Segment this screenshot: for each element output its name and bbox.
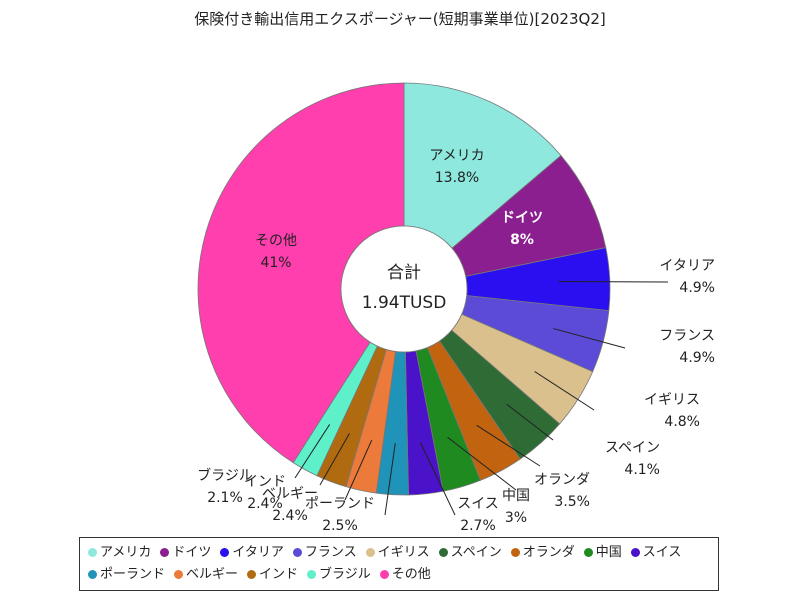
legend-swatch [88, 570, 97, 579]
slice-name-label: イギリス [644, 392, 700, 408]
legend-swatch [365, 548, 375, 557]
legend-swatch [174, 570, 184, 579]
leader-line [506, 403, 554, 441]
legend-label: スイス [642, 545, 682, 560]
legend-item: ドイツ [160, 542, 211, 564]
leader-line [553, 328, 626, 349]
legend-swatch [630, 548, 640, 557]
legend-swatch [220, 548, 230, 557]
legend-item: オランダ [510, 542, 575, 564]
legend-item: スペイン [438, 542, 502, 564]
legend-label: インド [259, 567, 299, 582]
leader-line [420, 442, 456, 516]
slice-name-label: ポーランド [305, 496, 375, 512]
leader-line [476, 424, 541, 467]
legend-swatch [510, 548, 520, 557]
legend-swatch [292, 548, 302, 557]
legend-label: イタリア [232, 545, 284, 560]
legend-swatch [307, 570, 317, 579]
legend-item: スイス [630, 542, 682, 564]
slice-value-label: 41% [260, 255, 291, 271]
legend-item: インド [247, 564, 298, 586]
leader-line [447, 436, 517, 491]
slice-value-label: 2.7% [460, 518, 496, 534]
leader-line [294, 424, 331, 479]
slice-value-label: 8% [510, 232, 534, 248]
legend-item: ポーランド [88, 564, 165, 586]
slice-name-label: スペイン [605, 440, 660, 456]
slice-value-label: 4.8% [664, 414, 700, 430]
leader-line [344, 439, 373, 501]
legend-item: イタリア [220, 542, 284, 564]
slice-value-label: 13.8% [435, 170, 479, 186]
legend-item: アメリカ [88, 542, 151, 564]
slice-value-label: 4.9% [679, 350, 715, 366]
legend-label: その他 [391, 567, 431, 582]
center-value: 1.94TUSD [362, 293, 447, 313]
leader-line [558, 280, 669, 283]
leader-line [384, 443, 396, 516]
legend-label: フランス [304, 545, 357, 560]
legend-label: アメリカ [100, 545, 152, 560]
slice-name-label: スイス [457, 496, 499, 512]
legend-label: ベルギー [186, 567, 239, 582]
slice-name-label: ブラジル [197, 467, 253, 484]
legend-swatch [88, 548, 97, 557]
donut-hole [340, 225, 468, 353]
center-label: 合計 [387, 263, 421, 283]
slice-name-label: インド [244, 474, 286, 490]
legend-label: ポーランド [100, 567, 166, 582]
slice-value-label: 3.5% [554, 494, 590, 510]
slice-name-label: 中国 [502, 488, 530, 504]
legend-item: ブラジル [307, 564, 371, 586]
leader-line [319, 433, 350, 486]
legend-swatch [247, 570, 257, 579]
legend-item: 中国 [583, 542, 622, 564]
slice-value-label: 4.1% [624, 462, 660, 478]
legend-label: ドイツ [172, 545, 212, 560]
legend-label: ブラジル [319, 567, 371, 582]
slice-name-label: アメリカ [429, 148, 484, 164]
slice-value-label: 3% [505, 510, 527, 526]
legend-label: イギリス [377, 545, 430, 560]
slice-value-label: 2.1% [207, 490, 243, 506]
legend-item: フランス [292, 542, 357, 564]
slice-value-label: 4.9% [679, 280, 715, 296]
legend: アメリカ ドイツ イタリア フランス イギリス スペイン オランダ 中国 スイスポーランド ベルギ… [79, 537, 719, 591]
slice-name-label: オランダ [534, 472, 590, 488]
legend-label: 中国 [595, 545, 622, 560]
slice-value-label: 2.5% [322, 518, 358, 534]
leader-line [534, 371, 595, 411]
legend-item: ベルギー [174, 564, 238, 586]
legend-swatch [379, 570, 389, 579]
slice-value-label: 2.4% [247, 496, 283, 512]
legend-swatch [438, 548, 448, 557]
slice-name-label: その他 [255, 233, 297, 249]
legend-item: イギリス [365, 542, 430, 564]
chart-title: 保険付き輸出信用エクスポージャー(短期事業単位)[2023Q2] [194, 10, 606, 28]
slice-value-label: 2.4% [272, 508, 308, 524]
slice-name-label: ドイツ [501, 210, 543, 226]
legend-swatch [583, 548, 593, 557]
slice-name-label: ベルギー [262, 486, 318, 502]
legend-label: スペイン [450, 545, 502, 560]
legend-swatch [160, 548, 170, 557]
legend-item: その他 [379, 564, 431, 586]
legend-label: オランダ [522, 545, 575, 560]
slice-name-label: フランス [659, 328, 715, 344]
slice-name-label: イタリア [660, 258, 715, 274]
